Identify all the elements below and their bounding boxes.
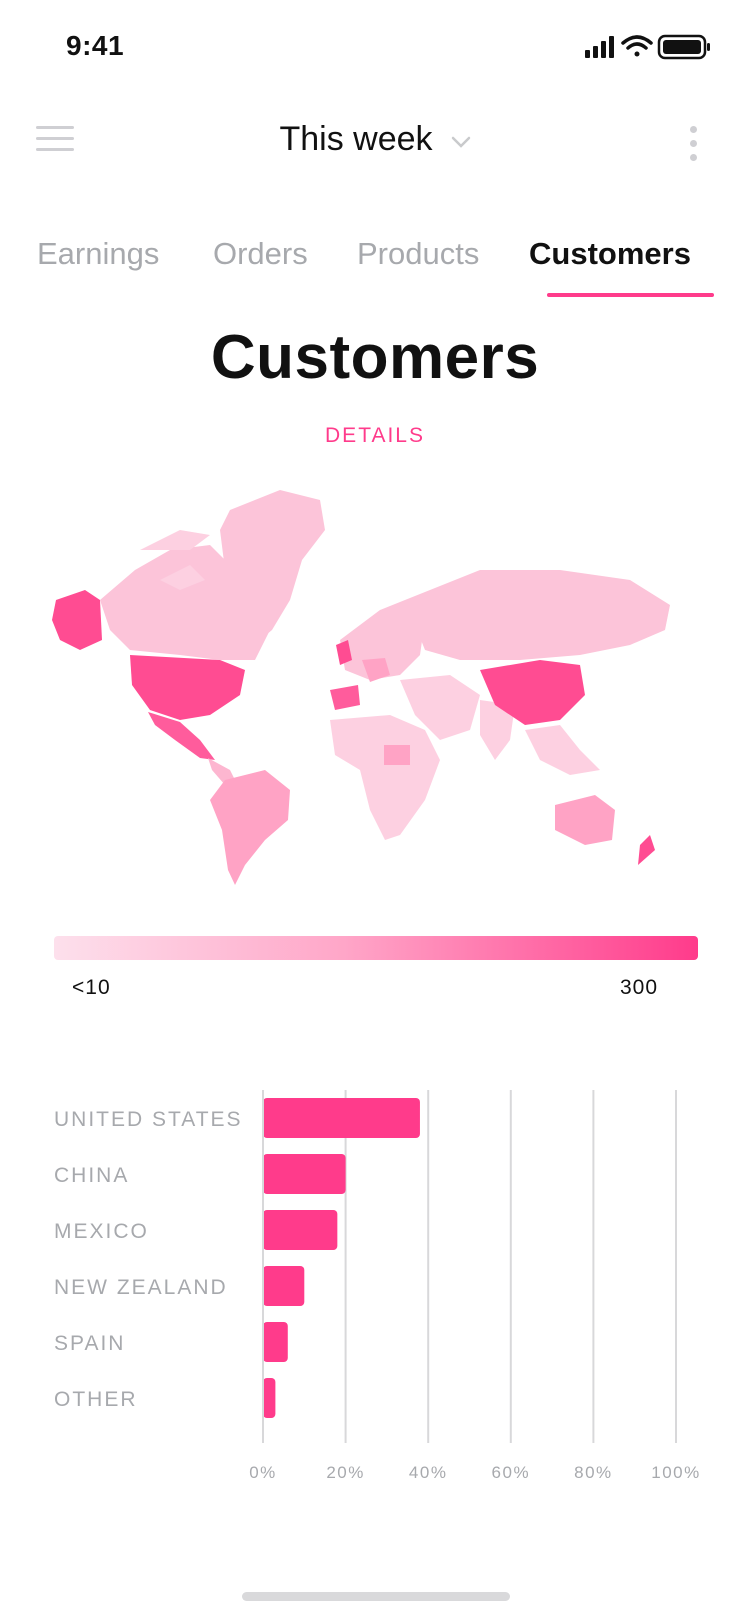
- x-tick-label: 80%: [574, 1463, 613, 1482]
- page-title: Customers: [210, 323, 540, 392]
- map-middle-east: [400, 675, 480, 740]
- status-time: 9:41: [66, 30, 125, 61]
- bar-china[interactable]: [263, 1154, 346, 1194]
- category-label: SPAIN: [54, 1332, 125, 1355]
- map-se-asia: [525, 725, 600, 775]
- category-label: NEW ZEALAND: [54, 1276, 228, 1299]
- map-legend-gradient: [54, 936, 698, 960]
- map-south-america: [210, 770, 290, 885]
- bar-other[interactable]: [263, 1378, 276, 1418]
- cellular-signal-icon: [585, 36, 614, 58]
- wifi-icon: [621, 35, 653, 57]
- x-tick-label: 20%: [326, 1463, 365, 1482]
- map-uk: [336, 640, 352, 665]
- period-selector-wrap: This week: [0, 120, 750, 159]
- world-map[interactable]: [40, 490, 710, 930]
- map-spain: [330, 685, 360, 710]
- map-canada: [100, 545, 270, 660]
- x-tick-label: 40%: [409, 1463, 448, 1482]
- map-russia: [405, 570, 670, 660]
- more-options-button[interactable]: [688, 126, 700, 162]
- period-label: This week: [279, 120, 433, 158]
- status-icons: [585, 34, 710, 60]
- map-alaska: [52, 590, 102, 650]
- map-usa: [130, 655, 245, 720]
- menu-button[interactable]: [36, 126, 74, 154]
- x-tick-label: 100%: [651, 1463, 700, 1482]
- tab-orders[interactable]: Orders: [213, 236, 308, 271]
- map-legend-max-label: 300: [620, 976, 659, 999]
- details-link[interactable]: DETAILS: [325, 424, 425, 447]
- category-label: MEXICO: [54, 1220, 149, 1243]
- bar-spain[interactable]: [263, 1322, 288, 1362]
- map-australia: [555, 795, 615, 845]
- map-africa: [330, 715, 440, 840]
- bar-united-states[interactable]: [263, 1098, 420, 1138]
- tab-products[interactable]: Products: [357, 236, 480, 271]
- chevron-down-icon: [451, 136, 470, 148]
- period-selector[interactable]: This week: [279, 120, 470, 159]
- category-label: CHINA: [54, 1164, 129, 1187]
- tab-earnings[interactable]: Earnings: [37, 236, 160, 271]
- map-mexico: [148, 712, 215, 760]
- category-label: UNITED STATES: [54, 1108, 243, 1131]
- map-new-zealand: [638, 835, 655, 865]
- map-europe: [340, 600, 425, 680]
- map-china: [480, 660, 585, 725]
- map-india: [480, 700, 515, 760]
- x-tick-label: 60%: [492, 1463, 531, 1482]
- map-legend-min-label: <10: [72, 976, 111, 999]
- battery-icon: [657, 34, 710, 60]
- x-tick-label: 0%: [249, 1463, 277, 1482]
- home-indicator: [242, 1592, 510, 1601]
- bar-new-zealand[interactable]: [263, 1266, 305, 1306]
- tab-customers[interactable]: Customers: [529, 236, 691, 271]
- category-label: OTHER: [54, 1388, 138, 1411]
- bar-mexico[interactable]: [263, 1210, 338, 1250]
- active-tab-indicator: [547, 293, 714, 297]
- customers-by-country-chart: 0% 20% 40% 60% 80% 100% UNITED STATES CHINA MEXI…: [54, 1090, 700, 1482]
